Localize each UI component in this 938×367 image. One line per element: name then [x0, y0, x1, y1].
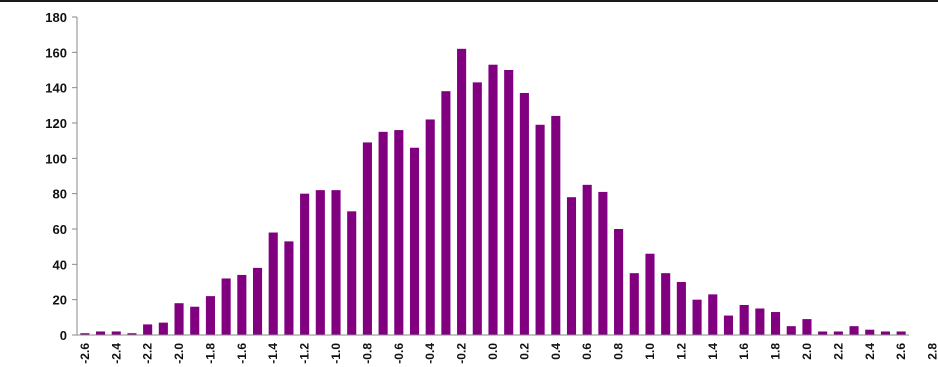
x-tick-label: -1.2 [298, 343, 312, 364]
x-tick-label: -1.6 [235, 343, 249, 364]
bar [614, 229, 624, 335]
bar [598, 191, 608, 335]
bar [629, 273, 639, 335]
x-tick-label: -0.6 [392, 343, 406, 364]
bar [174, 303, 184, 335]
bar [771, 312, 781, 335]
bar [205, 296, 215, 335]
bar [347, 211, 357, 335]
x-tick-label: 2.6 [894, 343, 908, 360]
y-tick-label: 120 [45, 116, 67, 131]
bar [692, 299, 702, 335]
bar [519, 92, 529, 335]
bar [457, 48, 467, 336]
bar [504, 70, 514, 335]
x-tick-label: 2.4 [863, 343, 877, 360]
bar [566, 197, 577, 335]
bar [268, 232, 278, 335]
bar [409, 147, 420, 335]
bar [158, 322, 168, 335]
bar [300, 193, 310, 335]
x-tick-label: 2.8 [926, 343, 938, 360]
x-tick-label: -2.0 [172, 343, 186, 364]
bar [645, 253, 655, 335]
bar [362, 142, 372, 335]
y-tick-label: 140 [45, 81, 67, 96]
bar [111, 331, 121, 335]
bar [818, 331, 828, 335]
y-tick-label: 40 [53, 257, 67, 272]
bar [284, 241, 294, 335]
x-tick-label: 0.4 [549, 343, 563, 360]
x-tick-label: 1.0 [643, 343, 657, 360]
y-tick-label: 160 [45, 45, 67, 60]
bar [252, 267, 263, 335]
bar [378, 131, 388, 335]
x-tick-label: 0.2 [517, 343, 531, 360]
x-tick-label: 1.6 [737, 343, 751, 360]
bar [394, 130, 404, 335]
bar [739, 304, 749, 335]
y-tick-label: 180 [45, 10, 67, 25]
x-tick-label: -1.4 [266, 343, 280, 364]
x-tick-label: 0.6 [580, 343, 594, 360]
bar [833, 331, 843, 335]
bar [190, 306, 200, 335]
bar [472, 82, 482, 336]
bar [488, 64, 498, 335]
bar [896, 331, 906, 335]
bar [786, 326, 796, 335]
x-tick-label: 1.2 [674, 343, 688, 360]
bar [237, 274, 247, 335]
x-tick-label: 2.0 [800, 343, 814, 360]
bar [802, 319, 812, 335]
bar [849, 326, 859, 335]
bar [755, 308, 765, 335]
y-tick-label: 0 [60, 328, 67, 343]
x-tick-label: -2.2 [141, 343, 155, 364]
x-tick-label: -1.0 [329, 343, 343, 364]
y-tick-label: 80 [53, 187, 67, 202]
top-border-line [0, 0, 938, 2]
x-tick-label: -2.4 [109, 343, 123, 364]
x-tick-label: 0.0 [486, 343, 500, 360]
y-tick-label: 60 [53, 222, 67, 237]
x-tick-label: -0.8 [360, 343, 374, 364]
x-tick-label: -1.8 [203, 343, 217, 364]
x-tick-label: 1.4 [706, 343, 720, 360]
x-tick-label: -2.6 [78, 343, 92, 364]
bar [143, 324, 153, 335]
bar [315, 190, 325, 335]
x-tick-label: -0.2 [455, 343, 469, 364]
x-tick-label: -0.4 [423, 343, 437, 364]
bar [676, 282, 686, 335]
y-tick-label: 20 [53, 293, 67, 308]
bar [331, 190, 341, 335]
y-tick-label: 100 [45, 151, 67, 166]
bar [865, 329, 875, 335]
x-tick-label: 2.2 [831, 343, 845, 360]
bar [708, 294, 718, 335]
bar [535, 124, 545, 336]
bar [661, 273, 671, 335]
bar [441, 91, 451, 335]
x-tick-label: 0.8 [612, 343, 626, 360]
bar [127, 333, 137, 335]
x-tick-label: 1.8 [769, 343, 783, 360]
bar [723, 315, 734, 335]
bar [551, 115, 561, 336]
bar [425, 119, 435, 335]
bar [221, 278, 231, 335]
bar [80, 333, 90, 335]
bar [582, 184, 592, 335]
bar [880, 331, 890, 335]
bar [95, 331, 106, 335]
